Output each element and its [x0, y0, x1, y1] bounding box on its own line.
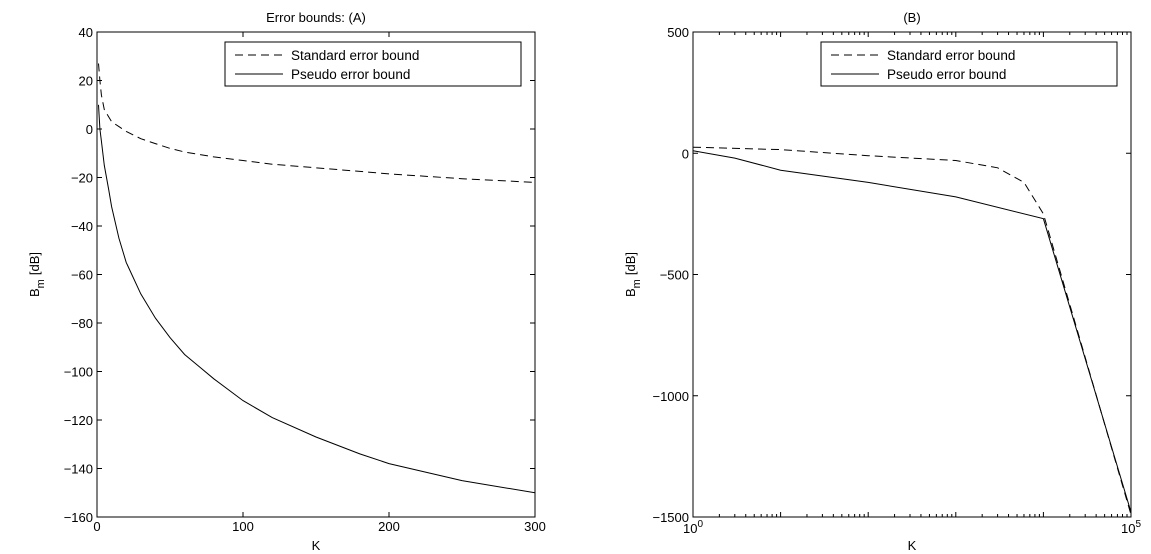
- x-tick-label: 100: [683, 519, 703, 536]
- y-tick-label: −20: [71, 171, 93, 186]
- x-axis-label: K: [908, 538, 917, 553]
- y-tick-label: −60: [71, 268, 93, 283]
- legend-label: Pseudo error bound: [887, 67, 1006, 82]
- legend-label: Standard error bound: [887, 48, 1015, 63]
- chart-panel-a: −160 −140 −120 −100 −80 −60 −40 −20 0 20 40 0 100 200…: [27, 10, 546, 553]
- legend: Standard error bound Pseudo error bound: [820, 41, 1118, 87]
- y-tick-label: −500: [660, 268, 689, 283]
- y-axis-label: Bm[dB]: [623, 252, 643, 297]
- series-pseudo-error-bound: [693, 150, 1131, 513]
- y-tick-label: 0: [682, 146, 689, 161]
- series-standard-error-bound: [693, 146, 1131, 515]
- y-tick-label: 0: [86, 122, 93, 137]
- legend-label: Pseudo error bound: [291, 67, 410, 82]
- series-group: [98, 63, 535, 494]
- y-tick-label: −40: [71, 219, 93, 234]
- chart-title: (B): [903, 10, 920, 25]
- series-pseudo-error-bound: [98, 104, 535, 494]
- y-tick-label: −80: [71, 316, 93, 331]
- chart-title: Error bounds: (A): [266, 10, 366, 25]
- y-axis-label: Bm[dB]: [27, 252, 47, 297]
- legend-box: [820, 41, 1118, 87]
- y-tick-label: −140: [64, 462, 93, 477]
- y-tick-label: −1500: [652, 510, 689, 525]
- y-tick-label: 20: [79, 74, 93, 89]
- y-tick-label: −1000: [652, 389, 689, 404]
- series-standard-error-bound: [98, 63, 535, 183]
- y-tick-label: −120: [64, 413, 93, 428]
- y-tick-label: −100: [64, 365, 93, 380]
- series-group: [693, 146, 1131, 515]
- y-tick-label: −160: [64, 510, 93, 525]
- legend-box: [224, 41, 522, 87]
- legend: Standard error bound Pseudo error bound: [224, 41, 522, 87]
- legend-label: Standard error bound: [291, 48, 419, 63]
- x-tick-label: 100: [232, 519, 254, 534]
- x-tick-label: 0: [93, 519, 100, 534]
- plot-frame: [692, 31, 1132, 518]
- x-axis-label: K: [312, 538, 321, 553]
- x-tick-label: 105: [1121, 519, 1141, 536]
- y-tick-label: 40: [79, 25, 93, 40]
- x-tick-label: 200: [378, 519, 400, 534]
- chart-panel-b: −1500 −1000 −500 0 500 100 105 (B) K Bm[dB] Standa…: [623, 10, 1141, 553]
- plot-frame: [96, 31, 536, 518]
- x-tick-label: 300: [524, 519, 546, 534]
- y-tick-label: 500: [667, 25, 689, 40]
